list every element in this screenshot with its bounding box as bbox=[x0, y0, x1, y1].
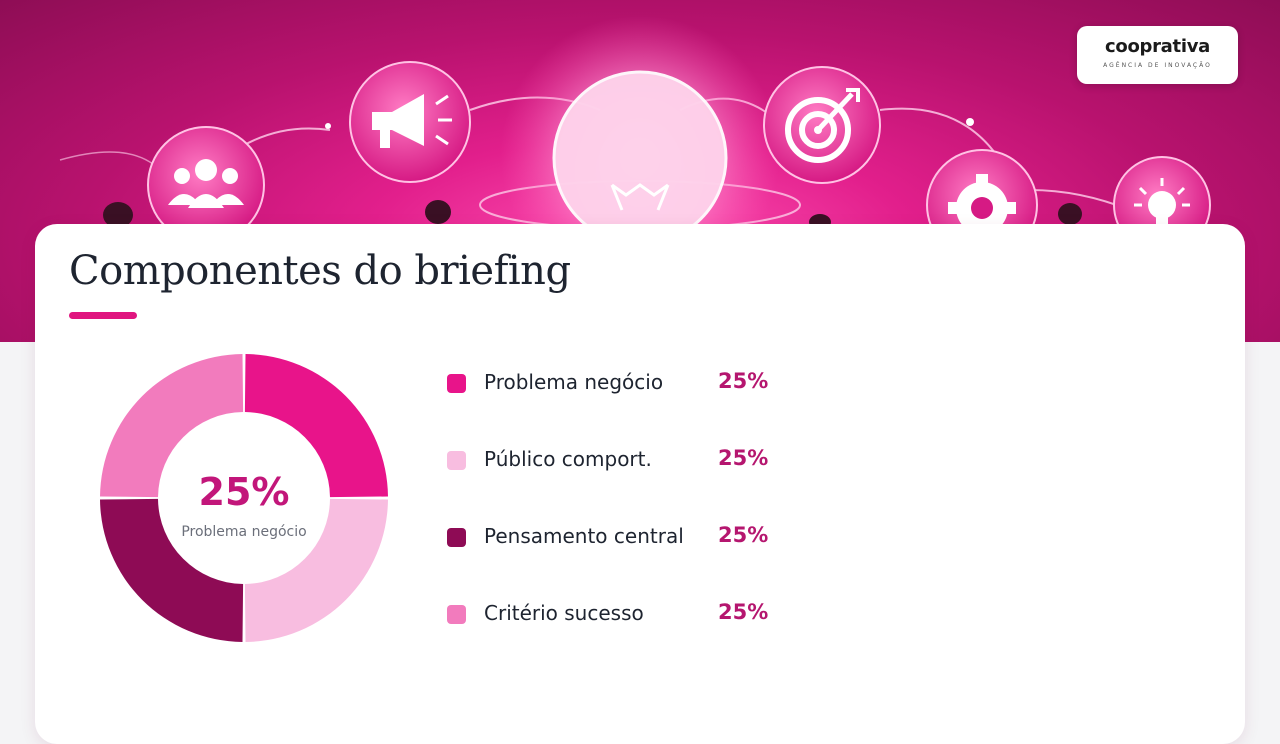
legend-swatch bbox=[447, 374, 466, 393]
target-icon bbox=[763, 66, 881, 184]
content-card bbox=[35, 224, 1245, 744]
brand-logo: cooprativa AGÊNCIA DE INOVAÇÃO bbox=[1077, 26, 1238, 84]
donut-center-label: Problema negócio bbox=[181, 524, 306, 540]
donut-slice bbox=[100, 354, 244, 498]
legend-value: 25% bbox=[718, 600, 769, 624]
megaphone-icon bbox=[349, 61, 471, 183]
legend-value: 25% bbox=[718, 523, 769, 547]
donut-slice bbox=[100, 498, 244, 642]
team-icon bbox=[147, 126, 265, 244]
people-silhouettes bbox=[103, 200, 1082, 230]
donut-slice bbox=[244, 354, 388, 498]
donut-chart: 25% Problema negócio bbox=[100, 354, 388, 642]
page-title: Componentes do briefing bbox=[69, 248, 571, 294]
lightbulb-icon bbox=[552, 70, 728, 246]
brand-name: cooprativa bbox=[1105, 36, 1210, 57]
brand-tagline: AGÊNCIA DE INOVAÇÃO bbox=[1103, 62, 1212, 69]
legend-value: 25% bbox=[718, 446, 769, 470]
legend-label: Problema negócio bbox=[484, 370, 664, 394]
legend-label: Critério sucesso bbox=[484, 601, 644, 625]
donut-slice bbox=[244, 498, 388, 642]
legend-swatch bbox=[447, 451, 466, 470]
donut-center-value: 25% bbox=[199, 470, 290, 514]
legend-label: Pensamento central bbox=[484, 524, 684, 548]
legend-value: 25% bbox=[718, 369, 769, 393]
legend-swatch bbox=[447, 528, 466, 547]
legend-swatch bbox=[447, 605, 466, 624]
title-underline bbox=[69, 312, 137, 319]
legend-label: Público comport. bbox=[484, 447, 652, 471]
